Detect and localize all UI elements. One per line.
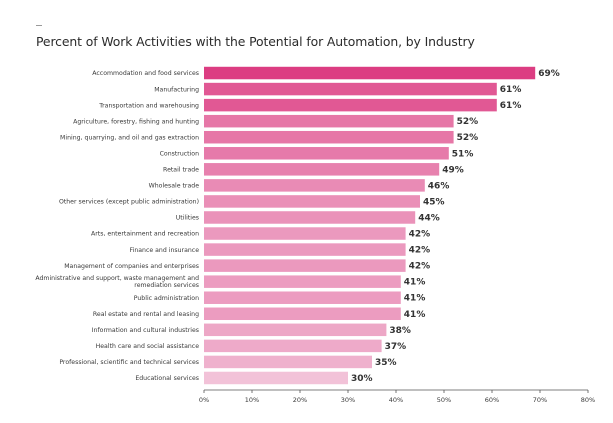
category-label: Information and cultural industries (92, 327, 199, 334)
value-label: 41% (404, 294, 426, 304)
bar (204, 243, 406, 256)
value-label: 41% (404, 278, 426, 288)
bar (204, 371, 348, 385)
category-label: Administrative and support, waste manage… (35, 275, 199, 289)
value-label: 51% (452, 149, 474, 159)
category-label: Accommodation and food services (92, 70, 199, 77)
value-label: 42% (409, 246, 431, 256)
x-tick-label: 70% (533, 396, 547, 404)
value-label: 35% (375, 358, 397, 368)
value-label: 42% (409, 262, 431, 272)
bar (204, 355, 372, 369)
category-label: Management of companies and enterprises (64, 263, 199, 270)
bar (204, 114, 454, 128)
value-label: 61% (500, 85, 522, 95)
x-tick-label: 60% (485, 396, 499, 404)
bar (204, 227, 406, 240)
x-tick-label: 40% (389, 396, 403, 404)
category-label: Manufacturing (154, 86, 199, 93)
value-label: 30% (351, 374, 373, 384)
bar (204, 147, 449, 160)
value-label: 37% (385, 342, 407, 352)
value-label: 69% (538, 69, 560, 79)
category-label: Professional, scientific and technical s… (59, 359, 199, 366)
category-label: Other services (except public administra… (59, 199, 199, 206)
value-label: 52% (457, 133, 479, 143)
category-label: Public administration (134, 295, 199, 302)
x-tick-label: 50% (437, 396, 451, 404)
bar (204, 98, 497, 112)
bar (204, 307, 401, 321)
value-label: 44% (418, 213, 440, 223)
value-label: 38% (389, 326, 411, 336)
category-label: Real estate and rental and leasing (93, 311, 199, 318)
x-tick-label: 10% (245, 396, 259, 404)
bar (204, 291, 401, 304)
category-label: Construction (160, 150, 199, 157)
category-label: Health care and social assistance (96, 343, 200, 350)
x-tick-label: 0% (199, 396, 209, 404)
x-tick-label: 20% (293, 396, 307, 404)
bar (204, 211, 416, 224)
bar (204, 195, 420, 208)
title-rule (36, 25, 42, 26)
category-label: Wholesale trade (149, 183, 200, 190)
category-label: Agriculture, forestry, fishing and hunti… (73, 118, 199, 125)
category-label: Finance and insurance (130, 247, 200, 254)
chart-title: Percent of Work Activities with the Pote… (36, 34, 475, 49)
bar (204, 179, 425, 192)
value-label: 52% (457, 117, 479, 127)
category-label: Utilities (176, 215, 199, 222)
bar (204, 66, 536, 80)
bar (204, 339, 382, 353)
category-label: Mining, quarrying, and oil and gas extra… (60, 134, 199, 141)
bar (204, 259, 406, 272)
bar (204, 82, 497, 96)
bar (204, 163, 440, 176)
category-label: Retail trade (163, 167, 199, 174)
category-label: Transportation and warehousing (98, 102, 199, 109)
value-label: 41% (404, 310, 426, 320)
value-label: 49% (442, 165, 464, 175)
bar (204, 323, 387, 337)
x-tick-label: 30% (341, 396, 355, 404)
x-tick-label: 80% (581, 396, 595, 404)
category-label: Arts, entertainment and recreation (91, 231, 199, 238)
bar (204, 275, 401, 288)
bar (204, 130, 454, 144)
value-label: 45% (423, 197, 445, 207)
value-label: 46% (428, 181, 450, 191)
category-label: Educational services (135, 375, 199, 382)
value-label: 42% (409, 230, 431, 240)
value-label: 61% (500, 101, 522, 111)
